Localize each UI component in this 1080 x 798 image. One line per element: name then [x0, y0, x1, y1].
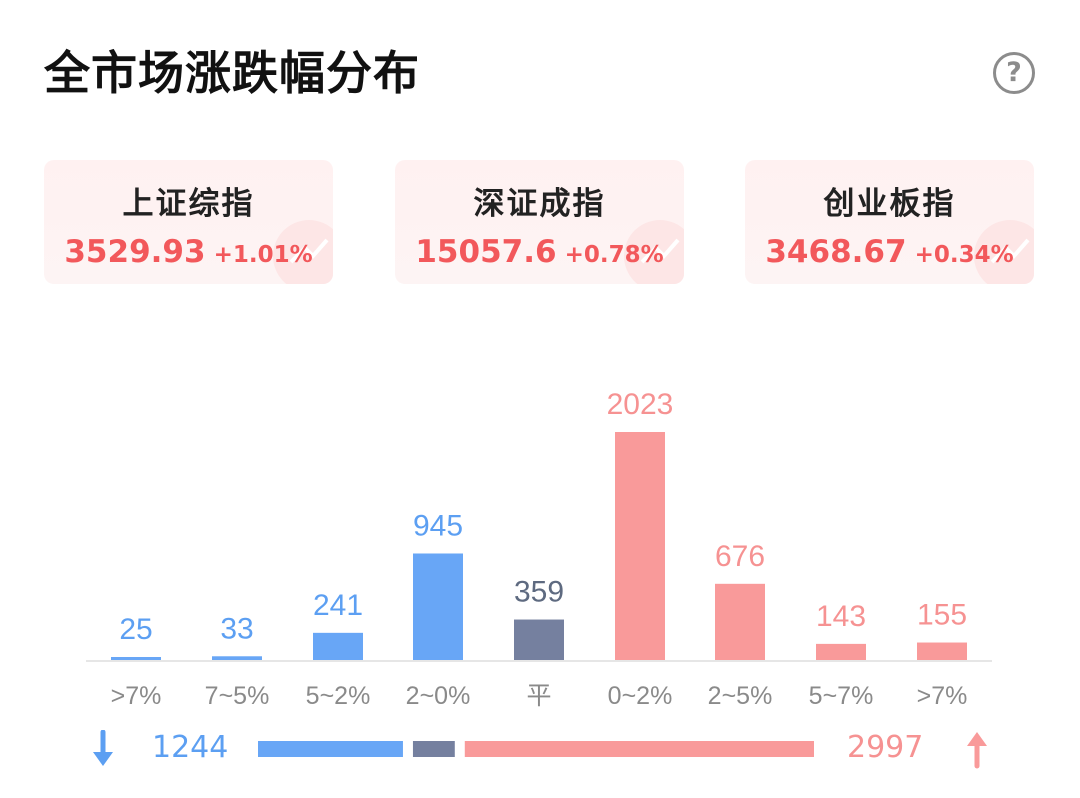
bar-value-label: 143 [816, 600, 866, 633]
index-change: +1.01% [213, 242, 313, 268]
bar-2 [313, 632, 363, 660]
index-value: 3529.93 [64, 234, 206, 270]
index-change: +0.78% [564, 242, 664, 268]
bar-6 [715, 583, 765, 660]
index-value: 15057.6 [415, 234, 557, 270]
bar-value-label: 25 [119, 613, 152, 646]
trend-decoration-icon [624, 220, 684, 284]
up-total: 2997 [847, 730, 924, 765]
bar-7 [816, 643, 866, 660]
bar-value-label: 945 [413, 509, 463, 542]
index-change: +0.34% [914, 242, 1014, 268]
category-label: 5~2% [306, 682, 371, 710]
category-label: 7~5% [205, 682, 270, 710]
bar-value-label: 241 [313, 589, 363, 622]
index-name: 创业板指 [823, 186, 956, 222]
category-label: 5~7% [809, 682, 874, 710]
bar-1 [212, 656, 262, 660]
bar-value-label: 676 [715, 540, 765, 573]
summary-flat-segment [412, 741, 455, 757]
index-name: 深证成指 [473, 186, 606, 222]
index-card-chinext[interactable]: 创业板指 3468.67 +0.34% [745, 160, 1034, 284]
trend-decoration-icon [273, 220, 333, 284]
index-card-shenzhen[interactable]: 深证成指 15057.6 +0.78% [395, 160, 684, 284]
help-icon[interactable]: ? [993, 52, 1035, 94]
arrow-down-icon [93, 730, 113, 766]
summary-up-segment [464, 741, 814, 757]
category-label: 2~0% [406, 682, 471, 710]
bar-5 [615, 432, 665, 660]
bar-4 [514, 619, 564, 660]
category-label: >7% [917, 682, 968, 710]
category-label: 平 [526, 682, 551, 710]
bar-value-label: 359 [514, 576, 564, 609]
arrow-up-icon [967, 732, 987, 769]
summary-down-segment [258, 741, 403, 757]
category-label: 2~5% [708, 682, 773, 710]
trend-decoration-icon [974, 220, 1034, 284]
bar-value-label: 155 [917, 599, 967, 632]
index-name: 上证综指 [122, 186, 255, 222]
bar-value-label: 33 [220, 612, 253, 645]
bar-0 [111, 657, 161, 660]
index-value: 3468.67 [765, 234, 907, 270]
down-total: 1244 [152, 730, 229, 765]
category-label: >7% [111, 682, 162, 710]
bar-3 [413, 553, 463, 660]
bar-value-label: 2023 [607, 388, 674, 421]
page-title: 全市场涨跌幅分布 [44, 46, 420, 100]
index-card-shanghai[interactable]: 上证综指 3529.93 +1.01% [44, 160, 333, 284]
category-label: 0~2% [608, 682, 673, 710]
bar-8 [917, 642, 967, 660]
